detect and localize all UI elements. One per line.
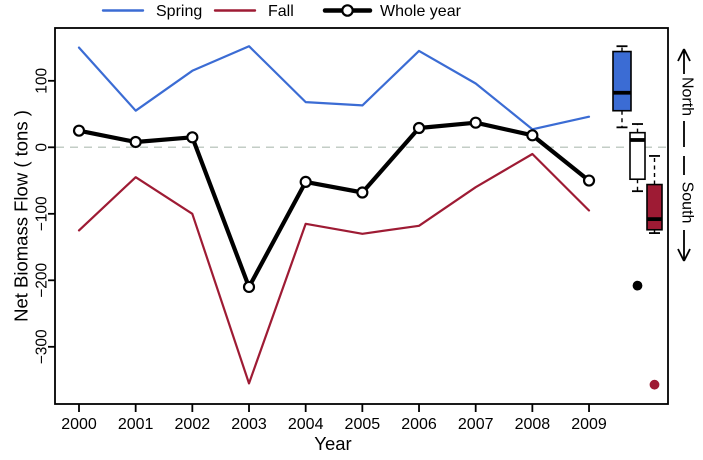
x-axis-tick-label: 2008 — [515, 416, 551, 433]
north-arrow — [677, 48, 691, 147]
boxplot-fall — [646, 155, 663, 390]
y-axis-tick-label: 100 — [34, 67, 51, 93]
y-axis-tick-label: −200 — [34, 262, 51, 297]
boxplot-spring — [612, 45, 632, 129]
y-axis-title: Net Biomass Flow ( tons ) — [11, 110, 32, 322]
y-axis-tick-label: −100 — [34, 196, 51, 231]
y-axis-tick-label: −300 — [34, 329, 51, 364]
series-whole-year-marker — [526, 129, 539, 142]
x-axis-tick-label: 2005 — [345, 416, 381, 433]
boxplot-outlier — [632, 280, 643, 291]
north-label: North — [679, 77, 696, 116]
series-whole-year-marker — [72, 124, 86, 137]
series-whole-year-marker — [186, 131, 199, 144]
south-label: South — [679, 182, 696, 224]
series-whole-year-marker — [356, 186, 369, 199]
x-axis-tick-label: 2002 — [175, 416, 211, 433]
x-axis-tick-label: 2003 — [231, 416, 267, 433]
x-axis-tick-label: 2007 — [458, 416, 494, 433]
x-axis-tick-label: 2009 — [571, 416, 607, 433]
box — [612, 50, 632, 112]
legend-label-spring: Spring — [156, 3, 202, 20]
x-axis-tick-label: 2001 — [118, 416, 154, 433]
legend: Spring Fall Whole year — [101, 3, 462, 20]
series-whole-year-marker — [129, 135, 142, 149]
south-arrow — [677, 156, 691, 262]
series-whole-year-marker — [412, 121, 426, 135]
boxplot-whole-year — [629, 123, 646, 291]
x-axis-tick-label: 2006 — [401, 416, 437, 433]
box — [646, 183, 663, 231]
legend-label-fall: Fall — [268, 3, 294, 20]
direction-annotation — [677, 48, 691, 262]
series-spring-line — [77, 45, 591, 131]
boxplot-outlier — [649, 379, 660, 390]
box — [629, 131, 646, 181]
series-whole-year-marker — [242, 280, 256, 294]
series-fall-line — [77, 152, 591, 385]
series-whole-year-marker — [469, 116, 482, 129]
legend-label-whole-year: Whole year — [380, 3, 462, 20]
plot-area — [54, 27, 669, 405]
x-axis-tick-label: 2004 — [288, 416, 324, 433]
x-axis-title: Year — [314, 433, 351, 454]
x-axis-tick-label: 2000 — [61, 416, 97, 433]
legend-marker-whole-year — [341, 4, 354, 17]
y-axis-tick-label: 0 — [34, 143, 51, 152]
series-whole-year-marker — [582, 174, 596, 187]
series-whole-year-marker — [299, 175, 312, 188]
series-whole-year-line — [76, 120, 592, 290]
